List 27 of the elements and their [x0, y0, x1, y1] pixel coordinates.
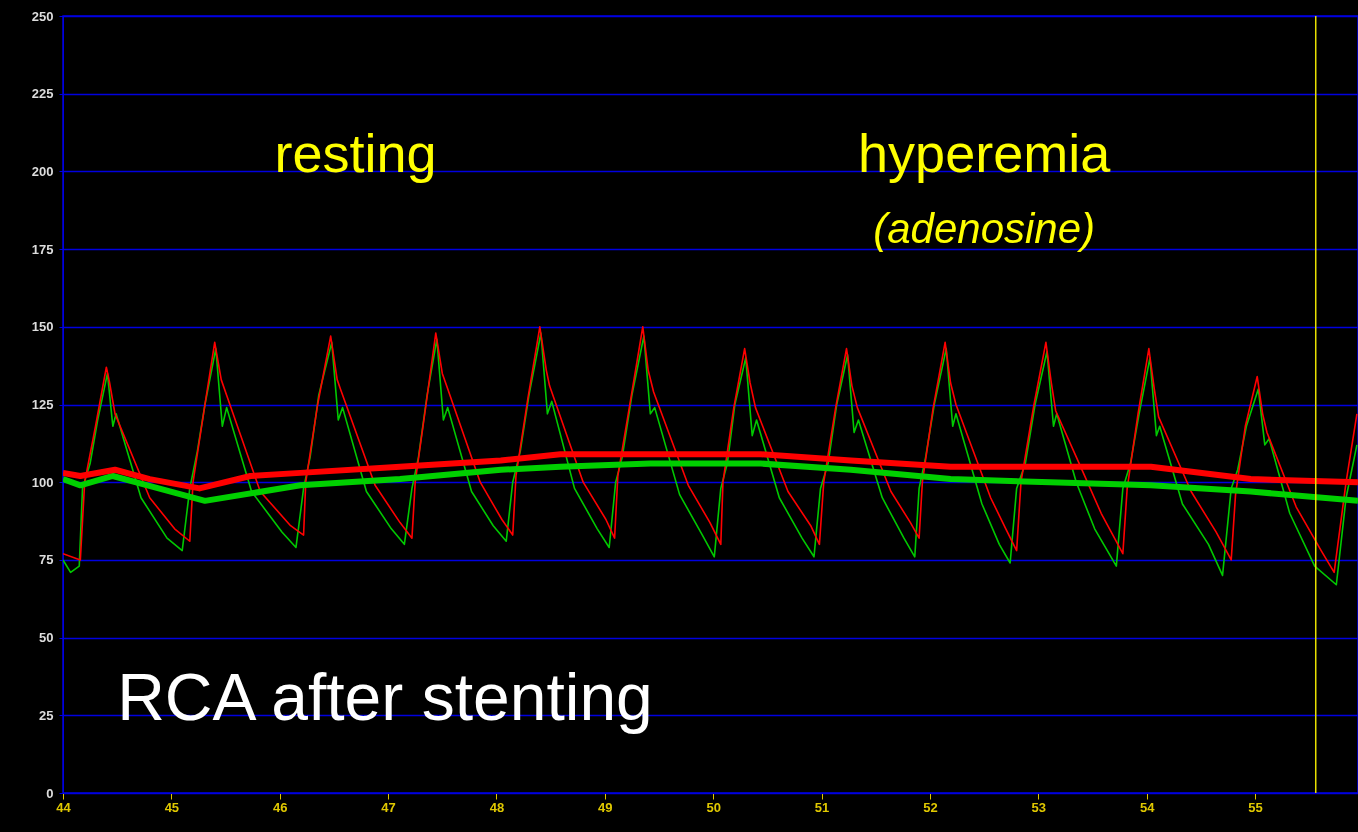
annotation: (adenosine): [873, 205, 1096, 253]
y-tick-label: 25: [39, 707, 54, 723]
y-tick-label: 150: [31, 319, 54, 335]
annotation: resting: [274, 122, 437, 183]
y-tick-label: 175: [31, 241, 54, 257]
x-tick-label: 44: [56, 799, 72, 815]
y-tick-label: 225: [31, 86, 54, 102]
y-tick-label: 200: [31, 163, 54, 179]
y-tick-label: 125: [31, 397, 54, 412]
x-tick-label: 49: [598, 799, 613, 815]
x-tick-label: 52: [923, 799, 938, 815]
annotation: hyperemia: [858, 122, 1112, 183]
x-tick-label: 47: [381, 799, 396, 815]
x-tick-label: 51: [814, 799, 830, 815]
x-tick-label: 53: [1031, 799, 1047, 815]
x-tick-label: 50: [706, 799, 721, 815]
x-tick-label: 54: [1139, 799, 1156, 815]
x-tick-label: 48: [489, 799, 505, 815]
x-tick-label: 55: [1248, 799, 1263, 815]
y-tick-label: 250: [31, 8, 54, 24]
annotation: RCA after stenting: [117, 659, 653, 734]
y-tick-label: 50: [39, 630, 54, 646]
x-tick-label: 46: [273, 799, 288, 815]
y-tick-label: 100: [31, 474, 54, 490]
y-tick-label: 75: [39, 552, 54, 568]
y-tick-label: 0: [46, 785, 54, 801]
x-tick-label: 45: [164, 799, 180, 815]
